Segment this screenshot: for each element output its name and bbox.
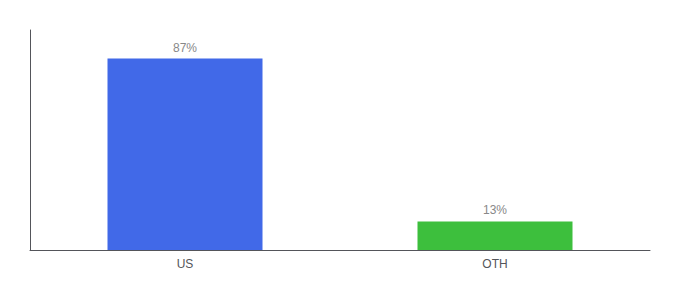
svg-text:13%: 13% — [483, 203, 507, 217]
svg-text:OTH: OTH — [482, 257, 507, 271]
svg-text:87%: 87% — [173, 41, 197, 55]
svg-text:US: US — [177, 257, 194, 271]
